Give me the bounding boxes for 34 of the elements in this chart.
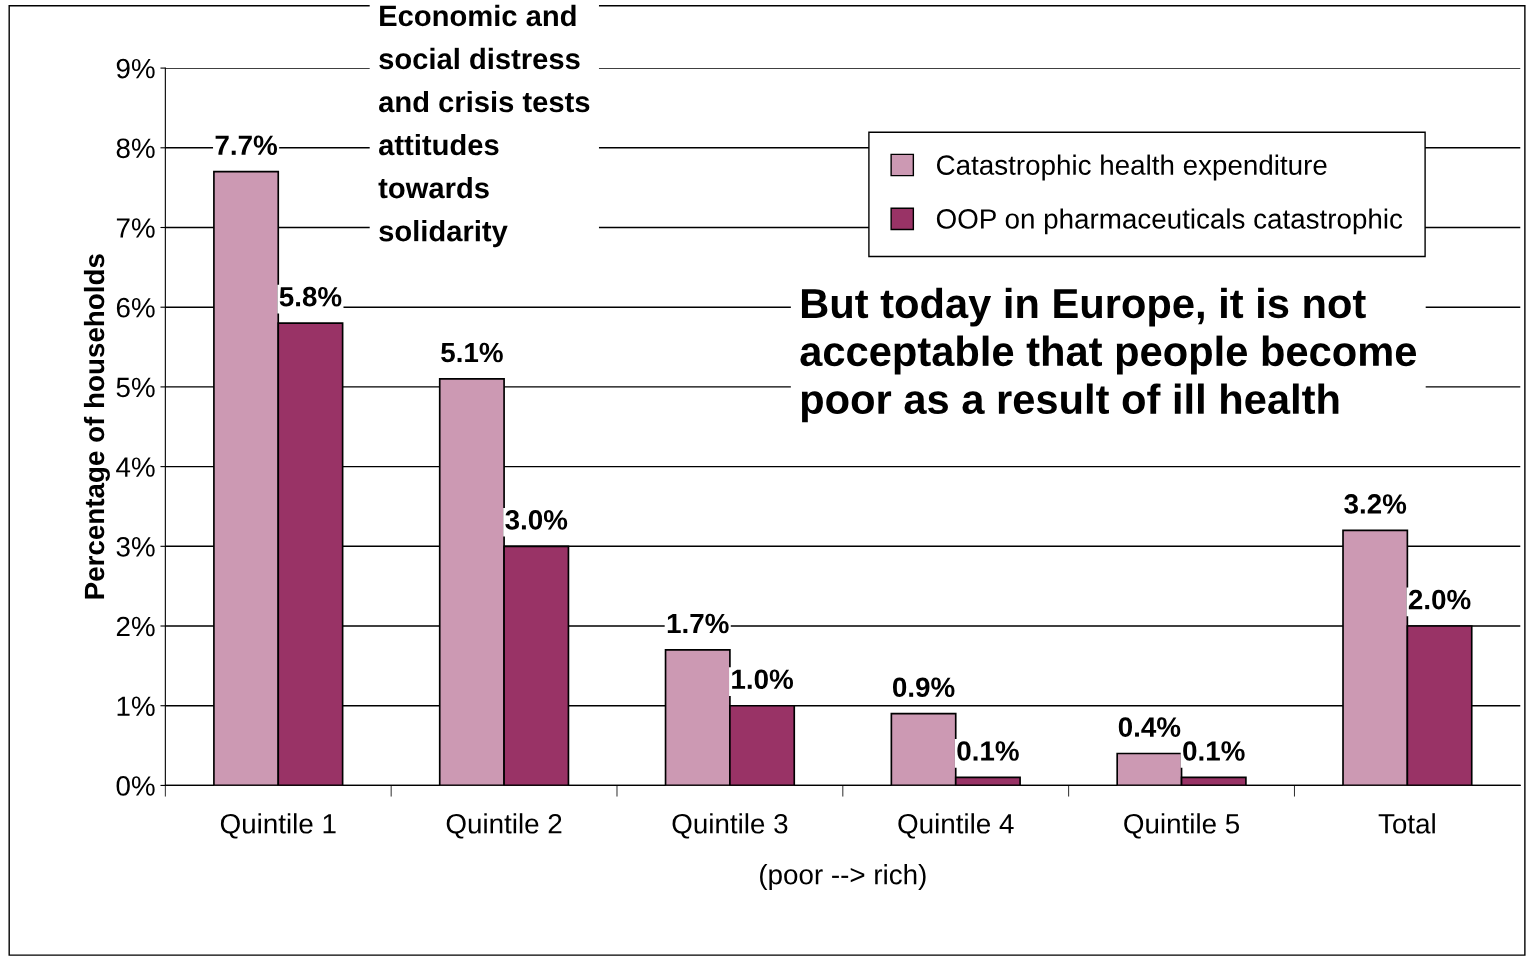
x-tick-label: Quintile 4 xyxy=(898,813,1014,839)
text: 5.8% xyxy=(279,286,342,307)
y-axis-title: Percentage of households xyxy=(83,254,110,599)
x-tick-label: Total xyxy=(1378,813,1435,834)
legend-label: OOP on pharmaceuticals catastrophic xyxy=(936,208,1403,235)
y-tick-label: 0% xyxy=(116,776,155,796)
text: 0.4% xyxy=(1118,717,1181,737)
y-tick-label: 4% xyxy=(116,457,155,477)
text: 1.7% xyxy=(667,613,729,634)
text: 0.9% xyxy=(892,677,955,698)
text: 5.1% xyxy=(441,342,503,363)
y-tick-label: 6% xyxy=(116,297,155,318)
x-tick-label: Quintile 2 xyxy=(446,813,562,839)
x-axis-title: (poor --> rich) xyxy=(760,864,926,890)
annotation: Economic and social distress and crisis tests attitudes towards solidarity xyxy=(378,4,590,248)
text: 7.7% xyxy=(215,135,278,156)
y-tick-label: 7% xyxy=(116,218,155,238)
y-tick-label: 3% xyxy=(116,536,155,557)
y-tick-label: 9% xyxy=(116,58,155,79)
text: 1.0% xyxy=(732,669,794,690)
y-tick-label: 8% xyxy=(116,138,155,159)
annotation: But today in Europe, it is not acceptable that people become poor as a result of ill health xyxy=(800,287,1417,423)
text: 3.0% xyxy=(505,510,568,530)
legend-label: Catastrophic health expenditure xyxy=(936,154,1327,181)
text: 0.1% xyxy=(1183,741,1245,761)
text: 3.2% xyxy=(1344,494,1407,514)
x-tick-label: Quintile 5 xyxy=(1124,813,1240,839)
text: 0.1% xyxy=(957,741,1019,761)
text: 2.0% xyxy=(1408,589,1471,610)
y-tick-label: 5% xyxy=(116,377,155,398)
y-tick-label: 2% xyxy=(116,616,155,637)
y-tick-label: 1% xyxy=(117,696,155,716)
x-tick-label: Quintile 1 xyxy=(220,813,336,839)
x-tick-label: Quintile 3 xyxy=(672,813,788,839)
